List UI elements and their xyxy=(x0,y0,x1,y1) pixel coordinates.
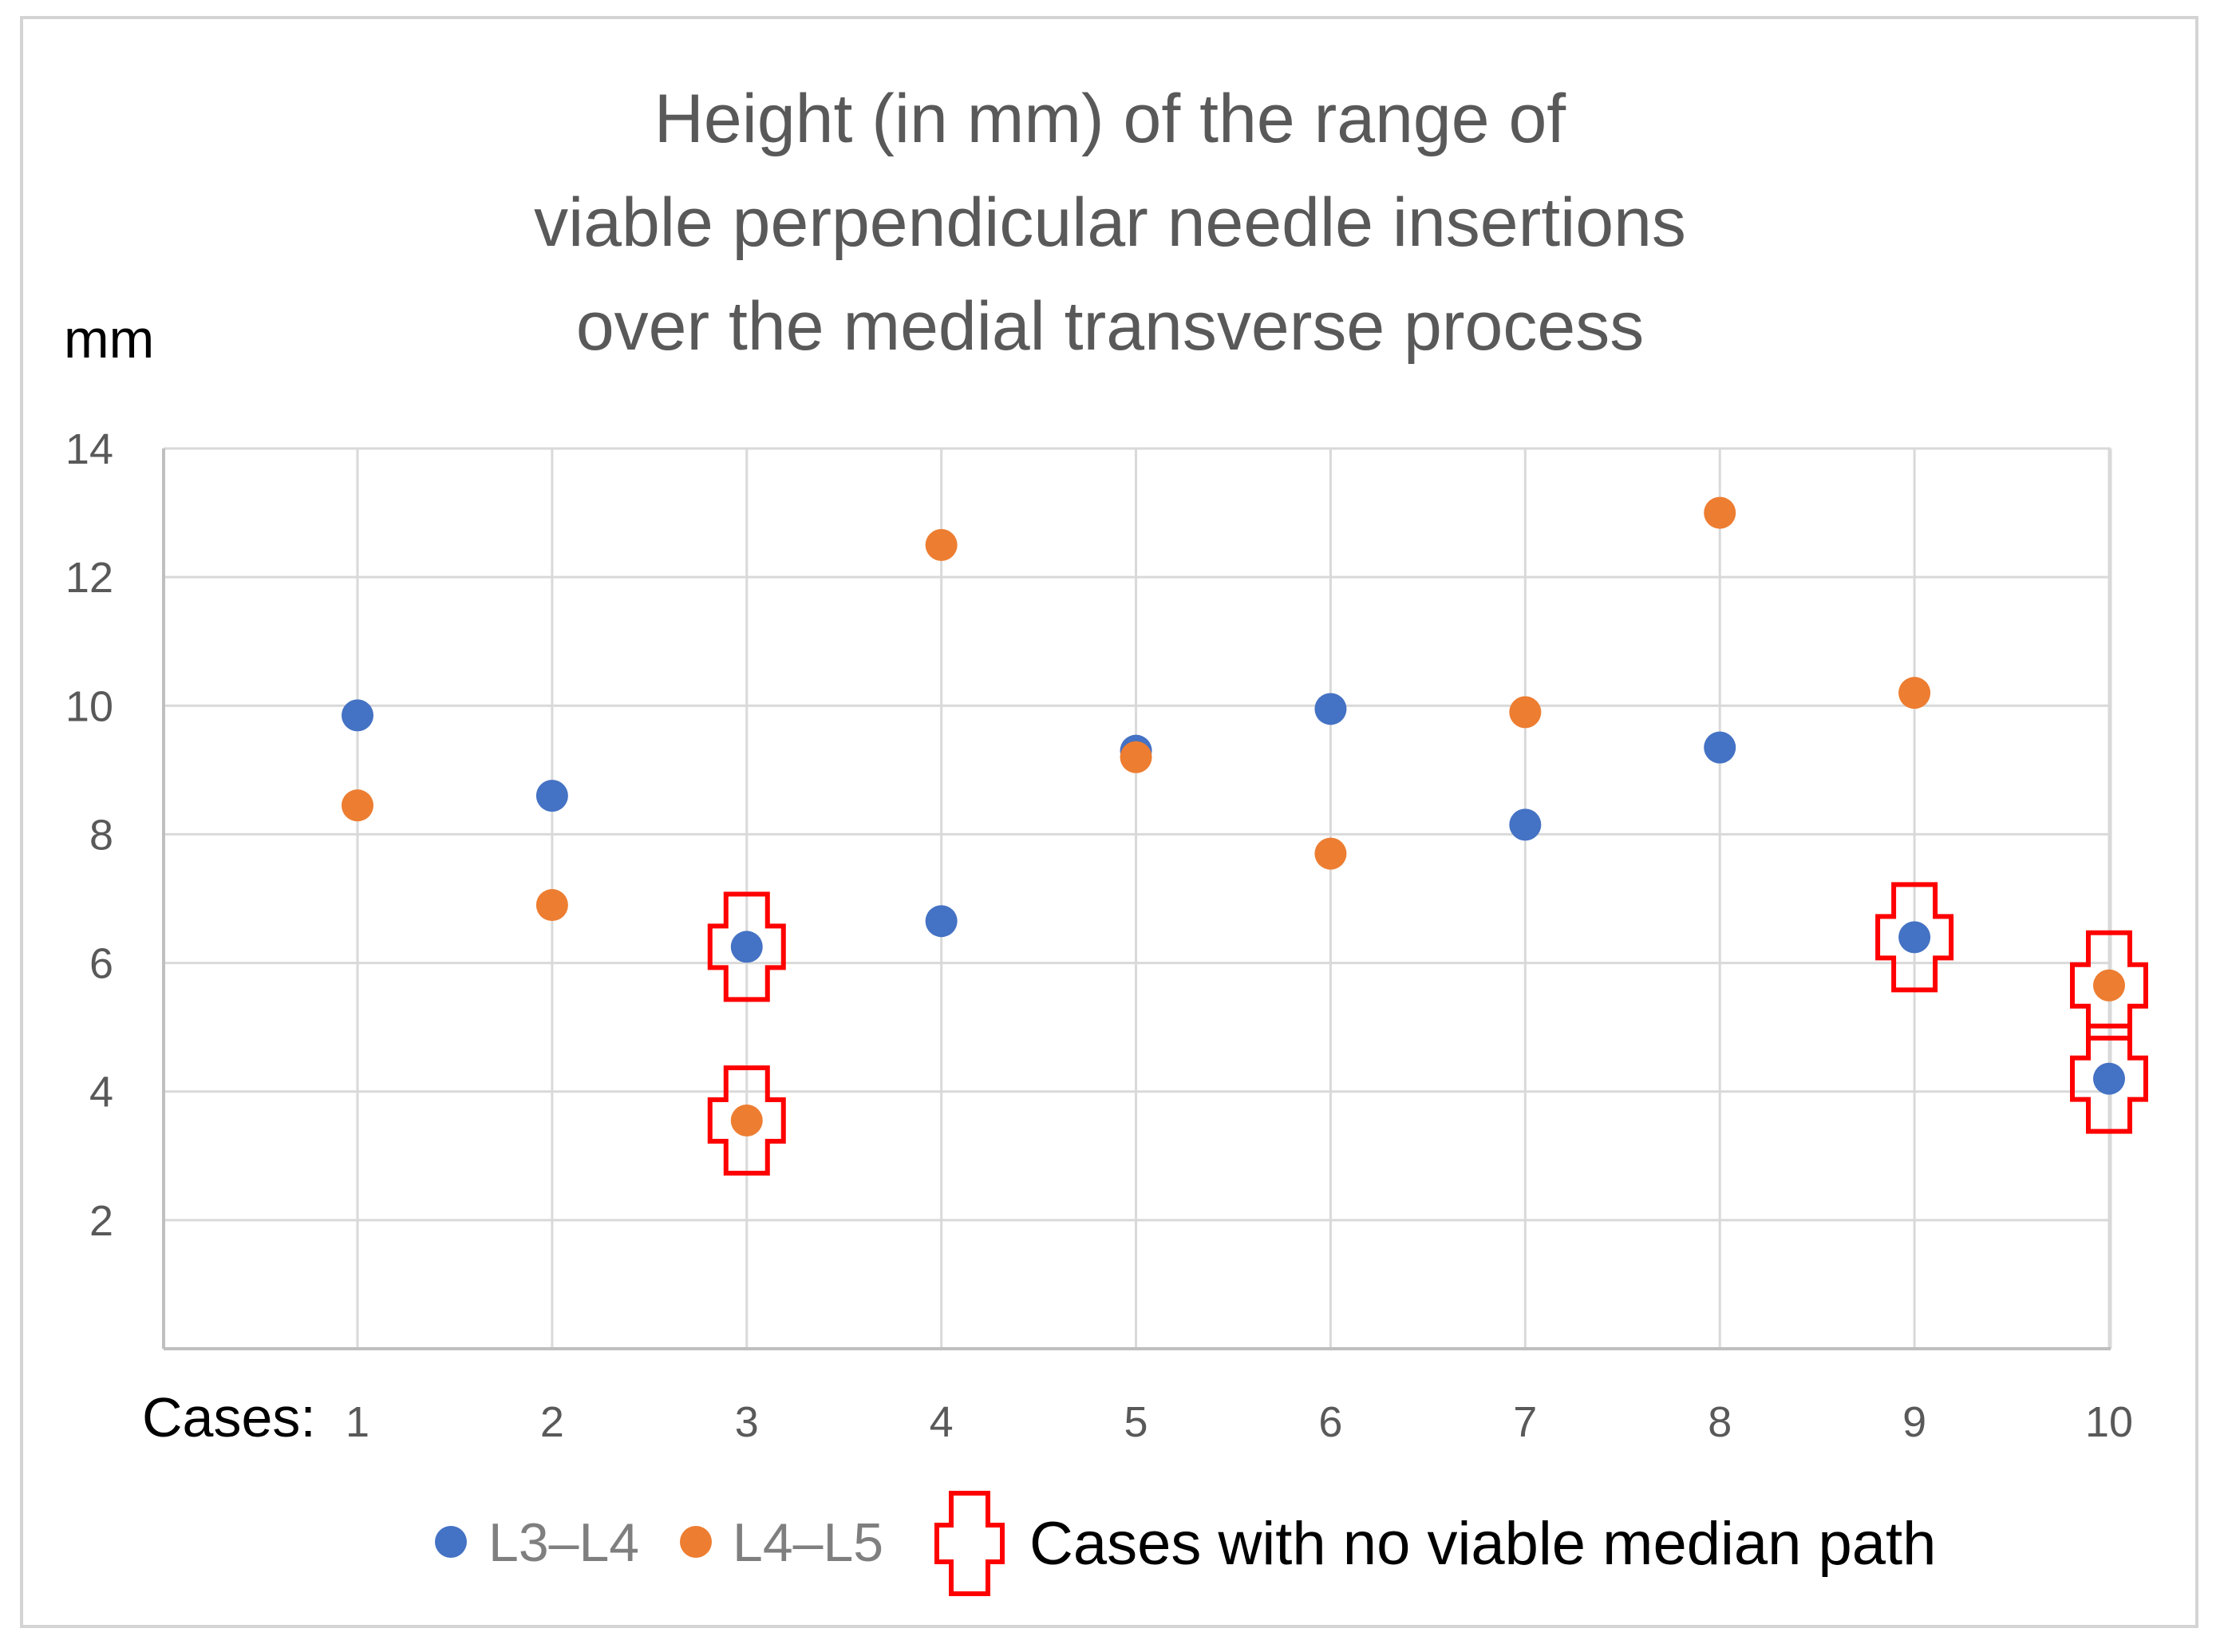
point-l4-l5 xyxy=(1509,696,1542,729)
y-tick-label: 12 xyxy=(65,554,113,602)
y-tick-label: 6 xyxy=(89,940,113,988)
x-axis-label: Cases: xyxy=(142,1386,316,1448)
point-l4-l5 xyxy=(1314,837,1347,870)
chart-title: Height (in mm) of the range of viable pe… xyxy=(534,81,1686,365)
data-points xyxy=(342,496,2125,1136)
x-tick-label: 9 xyxy=(1902,1398,1926,1446)
point-l4-l5 xyxy=(1120,741,1152,773)
y-axis-unit-label: mm xyxy=(64,309,154,370)
x-tick-label: 2 xyxy=(540,1398,564,1446)
point-l3-l4 xyxy=(342,699,373,732)
x-tick-labels: 1 2 3 4 5 6 7 8 9 10 xyxy=(346,1398,2133,1446)
legend: L3–L4 L4–L5 Cases with no viable median pa… xyxy=(435,1491,1936,1596)
y-tick-label: 10 xyxy=(65,682,113,730)
point-l3-l4 xyxy=(1704,731,1736,764)
chart-title-line-3: over the medial transverse process xyxy=(576,288,1644,365)
point-l3-l4 xyxy=(1509,808,1542,841)
y-tick-label: 2 xyxy=(89,1197,113,1245)
grid-lines xyxy=(164,447,2112,1349)
x-tick-label: 7 xyxy=(1513,1398,1537,1446)
chart-title-line-2: viable perpendicular needle insertions xyxy=(534,184,1686,261)
point-l4-l5 xyxy=(535,889,568,922)
point-l3-l4 xyxy=(535,780,568,812)
chart-frame xyxy=(20,16,2198,1628)
x-tick-label: 5 xyxy=(1124,1398,1148,1446)
y-tick-label: 8 xyxy=(89,811,113,859)
no-viable-path-marker xyxy=(707,1065,786,1176)
legend-label-l4-l5: L4–L5 xyxy=(733,1512,883,1573)
point-l3-l4 xyxy=(2093,1062,2125,1095)
highlight-markers xyxy=(707,882,2148,1176)
x-tick-label: 1 xyxy=(346,1398,369,1446)
point-l4-l5 xyxy=(925,528,958,561)
chart-title-line-1: Height (in mm) of the range of xyxy=(654,81,1567,157)
point-l3-l4 xyxy=(1898,921,1931,954)
point-l4-l5 xyxy=(1898,677,1931,709)
no-viable-path-marker xyxy=(707,891,786,1002)
legend-label-no-viable-path: Cases with no viable median path xyxy=(1029,1510,1936,1578)
legend-marker-l4-l5 xyxy=(680,1526,712,1558)
y-tick-label: 14 xyxy=(65,425,113,473)
legend-label-l3-l4: L3–L4 xyxy=(488,1512,639,1573)
point-l4-l5 xyxy=(342,789,373,822)
point-l4-l5 xyxy=(1704,496,1736,529)
x-tick-label: 3 xyxy=(735,1398,759,1446)
no-viable-path-marker xyxy=(1875,882,1954,993)
point-l3-l4 xyxy=(730,931,763,963)
no-viable-path-marker xyxy=(2070,1023,2148,1134)
y-tick-labels: 2 4 6 8 10 12 14 xyxy=(65,425,113,1245)
legend-marker-no-viable-path xyxy=(934,1491,1005,1596)
axes xyxy=(162,449,2111,1350)
point-l3-l4 xyxy=(1314,693,1347,725)
y-tick-label: 4 xyxy=(89,1069,113,1116)
point-l4-l5 xyxy=(730,1104,763,1136)
point-l4-l5 xyxy=(2093,969,2125,1002)
x-tick-label: 8 xyxy=(1708,1398,1732,1446)
x-tick-label: 6 xyxy=(1318,1398,1342,1446)
x-tick-label: 4 xyxy=(930,1398,954,1446)
x-tick-label: 10 xyxy=(2085,1398,2133,1446)
point-l3-l4 xyxy=(925,905,958,938)
legend-marker-l3-l4 xyxy=(435,1526,467,1558)
